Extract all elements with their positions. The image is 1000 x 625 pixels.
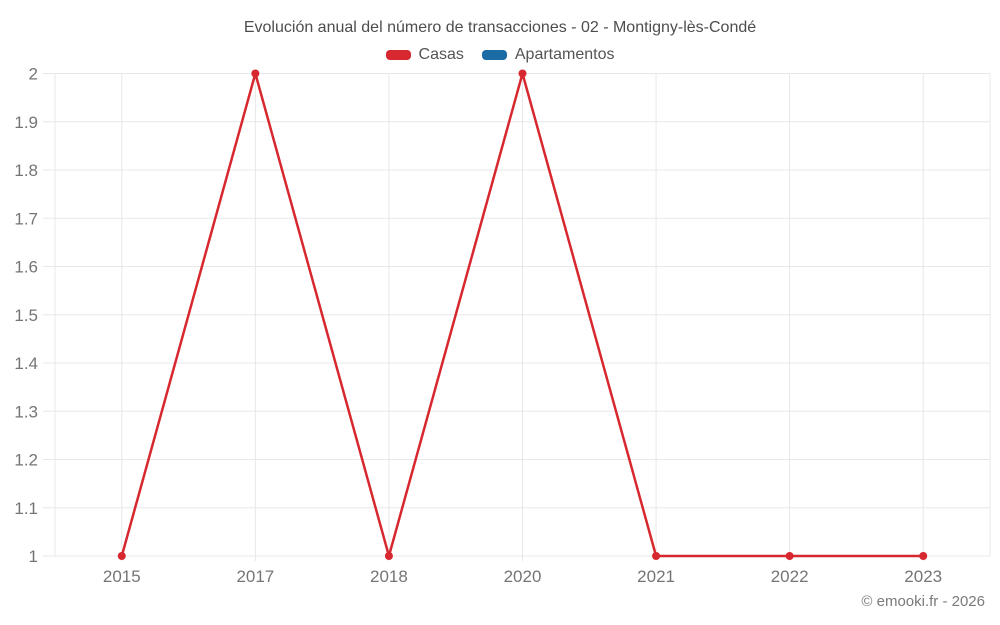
legend-marker-apartamentos-icon — [481, 50, 507, 60]
y-tick-label: 1.1 — [14, 499, 38, 518]
y-tick-label: 1.8 — [14, 161, 38, 180]
x-tick-label: 2022 — [771, 567, 809, 586]
y-tick-label: 1.3 — [14, 402, 38, 421]
y-tick-label: 1 — [29, 547, 38, 566]
copyright-text: © emooki.fr - 2026 — [861, 593, 985, 610]
y-tick-label: 1.4 — [14, 354, 38, 373]
y-tick-label: 1.6 — [14, 258, 38, 277]
y-tick-label: 2 — [29, 65, 38, 84]
y-tick-label: 1.2 — [14, 451, 38, 470]
data-point[interactable] — [785, 552, 794, 560]
y-tick-label: 1.7 — [14, 209, 38, 228]
x-tick-label: 2017 — [236, 567, 274, 586]
x-tick-label: 2021 — [637, 567, 675, 586]
legend-marker-casas-icon — [385, 50, 411, 60]
chart-title: Evolución anual del número de transaccio… — [243, 19, 757, 36]
x-tick-label: 2015 — [103, 567, 141, 586]
y-tick-label: 1.5 — [14, 306, 38, 325]
x-tick-label: 2023 — [904, 567, 942, 586]
data-point[interactable] — [117, 552, 126, 560]
data-point[interactable] — [919, 552, 928, 560]
data-point[interactable] — [384, 552, 393, 560]
y-tick-label: 1.9 — [14, 113, 38, 132]
data-point[interactable] — [518, 69, 527, 78]
x-tick-label: 2018 — [370, 567, 408, 586]
legend-item-apartamentos[interactable]: Apartamentos — [481, 46, 615, 64]
data-point[interactable] — [251, 69, 260, 78]
legend-label-apartamentos: Apartamentos — [514, 46, 615, 63]
x-tick-label: 2020 — [504, 567, 542, 586]
legend: Casas Apartamentos — [0, 46, 1000, 64]
data-point[interactable] — [652, 552, 661, 560]
legend-label-casas: Casas — [418, 46, 464, 63]
legend-item-casas[interactable]: Casas — [385, 46, 464, 64]
